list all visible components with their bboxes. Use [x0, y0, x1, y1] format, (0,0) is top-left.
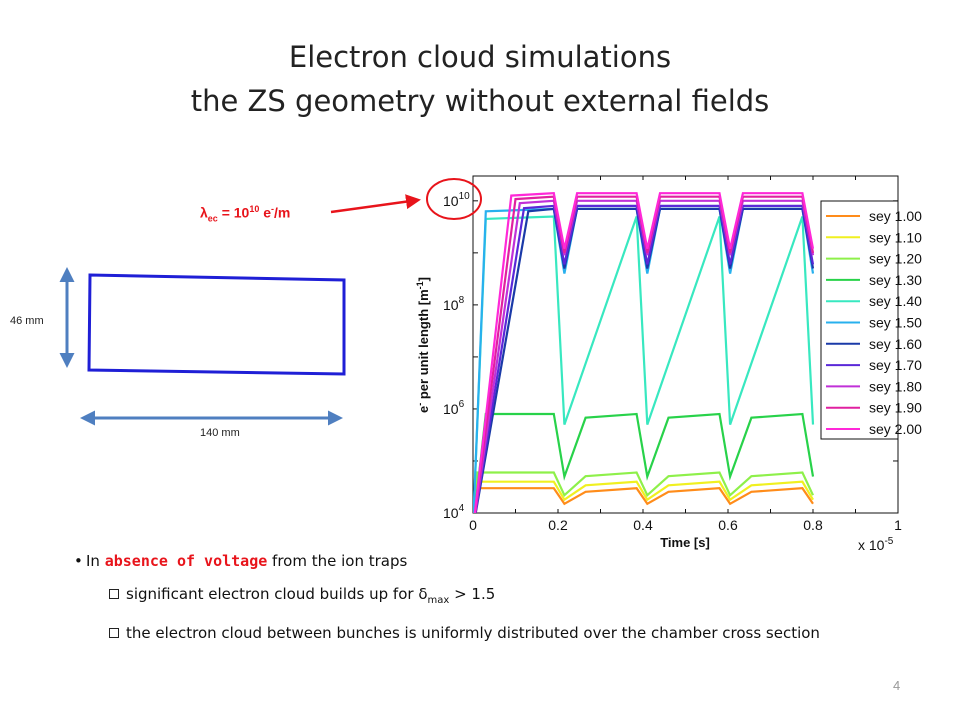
- annotation-exponent: 10: [249, 204, 260, 214]
- chamber-cross-section-box: [87, 273, 346, 376]
- y-tick-label: 1010: [443, 191, 470, 209]
- legend-entry: sey 1.70: [869, 357, 922, 373]
- y-label-pre: e: [416, 406, 431, 413]
- slide-title-line2: the ZS geometry without external fields: [190, 84, 770, 118]
- highlight-circle: [426, 178, 482, 220]
- legend-entry: sey 1.80: [869, 378, 922, 394]
- lambda-subscript: ec: [207, 213, 218, 224]
- lambda-symbol: λ: [200, 204, 208, 221]
- bullet-sub2: the electron cloud between bunches is un…: [74, 623, 874, 643]
- linear-density-annotation: λec = 1010 e-/m: [200, 204, 290, 223]
- bullet-sub1: significant electron cloud builds up for…: [74, 584, 874, 611]
- checkbox-bullet-icon: [109, 628, 119, 638]
- page-number: 4: [893, 678, 901, 693]
- bullet-sub2-text: the electron cloud between bunches is un…: [126, 624, 820, 642]
- x-axis-label: Time [s]: [660, 535, 710, 550]
- legend-entry: sey 1.50: [869, 315, 922, 331]
- bullet-sub1-pre: significant electron cloud builds up for: [126, 585, 419, 603]
- y-tick-label: 104: [443, 503, 465, 521]
- height-dimension-label: 46 mm: [10, 315, 44, 327]
- y-tick-label: 106: [443, 399, 465, 417]
- series-line: [473, 487, 814, 513]
- series-layer: [473, 192, 815, 513]
- annotation-per: /m: [274, 204, 291, 221]
- bullet-sub1-post: > 1.5: [449, 585, 496, 603]
- legend: sey 1.00 sey 1.10 sey 1.20 sey 1.30 sey 1.40…: [820, 200, 922, 440]
- slide-title-line1: Electron cloud simulations: [288, 40, 672, 74]
- bullet-main-post: from the ion traps: [267, 552, 408, 570]
- x-tick-label: 0.4: [633, 517, 653, 533]
- checkbox-bullet-icon: [109, 589, 119, 599]
- annotation-equals: = 10: [217, 204, 250, 221]
- series-line: [473, 192, 815, 513]
- series-line: [473, 412, 815, 513]
- series-line: [473, 480, 814, 513]
- annotation-unit: e: [259, 204, 272, 221]
- bullet-main-highlight: absence of voltage: [104, 552, 268, 570]
- delta-symbol: δ: [418, 585, 428, 603]
- bullet-main-pre: In: [86, 552, 105, 570]
- y-tick-label: 108: [443, 295, 465, 313]
- x-multiplier-text: x 10: [858, 537, 885, 553]
- annotation-arrow: [330, 194, 421, 214]
- legend-entry: sey 1.90: [869, 400, 922, 416]
- annotation-unit-sup: -: [271, 204, 275, 214]
- legend-entry: sey 1.60: [869, 336, 922, 352]
- x-tick-label: 1: [894, 517, 902, 533]
- y-label-post: ]: [416, 277, 431, 281]
- x-tick-label: 0.6: [718, 517, 738, 533]
- legend-entry: sey 1.00: [869, 208, 922, 224]
- x-multiplier: x 10-5: [858, 536, 894, 553]
- x-tick-label: 0.2: [548, 517, 568, 533]
- delta-subscript: max: [427, 595, 450, 606]
- legend-box: [820, 200, 899, 440]
- legend-entry: sey 1.10: [869, 229, 922, 245]
- bullet-main: In absence of voltage from the ion traps: [74, 552, 874, 570]
- y-label-sup: -: [415, 403, 425, 406]
- x-tick-label: 0.8: [803, 517, 823, 533]
- x-multiplier-exp: -5: [884, 536, 893, 547]
- y-label-exp: -1: [415, 281, 425, 289]
- legend-entry: sey 1.30: [869, 272, 922, 288]
- series-line: [473, 215, 815, 513]
- bullet-list: In absence of voltage from the ion traps…: [74, 552, 874, 643]
- legend-entry: sey 1.40: [869, 293, 922, 309]
- series-line: [473, 471, 814, 513]
- y-axis-label: e- per unit length [m-1]: [415, 277, 431, 413]
- x-tick-label: 0: [469, 517, 477, 533]
- width-dimension-label: 140 mm: [200, 427, 240, 439]
- legend-entry: sey 1.20: [869, 251, 922, 267]
- y-label-mid: per unit length [m: [416, 289, 431, 402]
- legend-entry: sey 2.00: [869, 421, 922, 437]
